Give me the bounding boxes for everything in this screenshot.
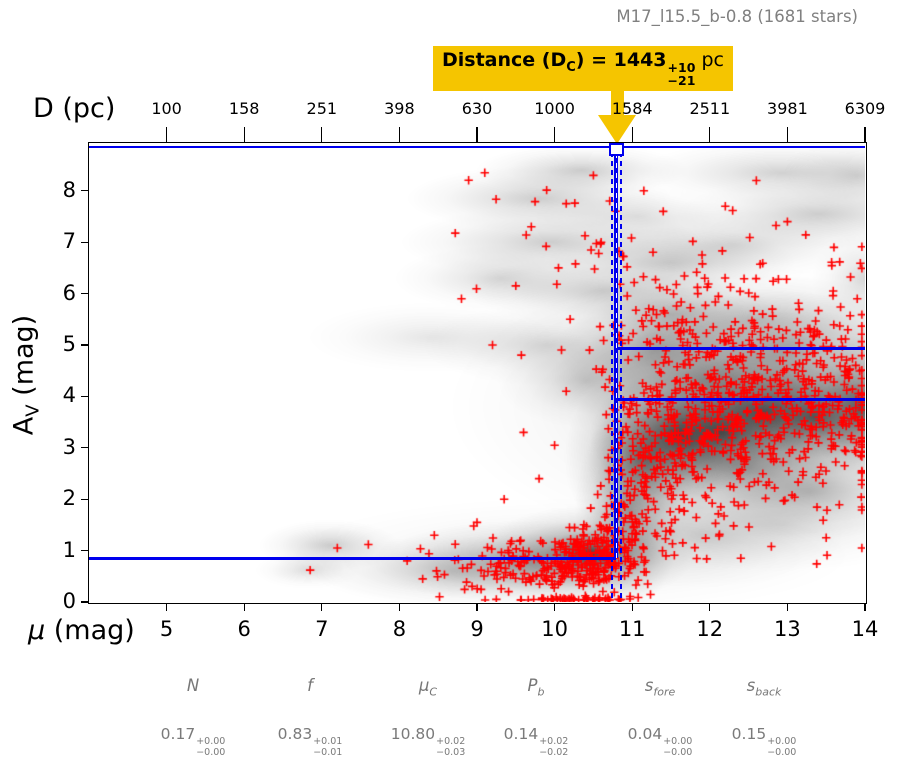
density-scatter-canvas xyxy=(89,143,865,602)
param-column: μC 10.80 +0.02 −0.03 xyxy=(391,676,466,759)
top-axis-tick xyxy=(476,127,478,143)
bottom-axis-tick xyxy=(709,603,711,611)
param-value: 0.14 +0.02 −0.02 xyxy=(503,725,569,758)
bottom-axis-tick-label: 5 xyxy=(159,617,174,641)
param-value: 0.15 +0.00 −0.00 xyxy=(731,725,797,758)
bottom-axis-tick-label: 11 xyxy=(618,617,646,641)
top-axis-tick-label: 2511 xyxy=(689,99,731,118)
left-axis-tick xyxy=(81,292,89,295)
top-axis-tick xyxy=(398,127,401,143)
distance-vline-cap-dash xyxy=(615,145,618,154)
left-axis-tick-label: 0 xyxy=(62,589,76,613)
bottom-axis-tick-label: 6 xyxy=(237,617,251,641)
left-axis-tick-label: 5 xyxy=(62,332,76,356)
left-axis-tick xyxy=(81,447,89,449)
top-axis-tick xyxy=(553,127,556,143)
bottom-axis-tick-label: 12 xyxy=(696,617,724,641)
annotation-errors: +10 −21 xyxy=(667,59,696,88)
top-axis-tick-label: 3981 xyxy=(767,99,808,118)
annotation-arrow-head-icon xyxy=(598,115,636,144)
mu-axis-title: μ (mag) xyxy=(28,615,135,646)
bottom-axis-tick-label: 13 xyxy=(774,617,801,641)
top-axis-tick xyxy=(631,127,633,143)
param-value: 0.17 +0.00 −0.00 xyxy=(160,725,226,758)
bottom-axis-tick xyxy=(243,603,245,611)
left-axis-tick xyxy=(81,395,89,398)
param-label: sfore xyxy=(644,676,676,699)
bottom-axis-tick-label: 9 xyxy=(470,617,484,641)
left-axis-tick-label: 3 xyxy=(62,434,76,459)
left-axis-tick xyxy=(81,498,89,500)
top-axis-tick-label: 1584 xyxy=(611,99,653,118)
background-extinction-line-upper xyxy=(616,347,865,350)
distance-vline-white-dash xyxy=(615,143,618,559)
left-axis-tick-label: 8 xyxy=(62,177,76,202)
distance-annotation-box: Distance (DC) = 1443 +10 −21 pc xyxy=(433,46,733,91)
bottom-axis-tick xyxy=(864,603,866,611)
distance-vline-dashed-left xyxy=(611,143,614,602)
param-label: Pb xyxy=(527,676,545,699)
left-axis-tick xyxy=(81,344,89,346)
left-axis-tick xyxy=(81,601,89,603)
bottom-axis-tick xyxy=(398,603,401,611)
d-axis-title: D (pc) xyxy=(33,93,116,124)
left-axis-tick-label: 2 xyxy=(62,486,76,511)
param-label: sback xyxy=(746,676,782,699)
top-axis-tick xyxy=(864,127,866,143)
param-label: N xyxy=(186,676,200,695)
top-axis-tick xyxy=(243,127,245,143)
bottom-axis-tick-label: 7 xyxy=(315,617,329,641)
top-axis-tick-label: 100 xyxy=(151,99,182,118)
top-axis-tick xyxy=(709,127,711,143)
left-axis-tick xyxy=(81,190,89,192)
plot-area xyxy=(88,142,867,604)
left-axis-tick xyxy=(81,241,89,243)
bottom-axis-tick xyxy=(321,603,323,611)
figure-title: M17_l15.5_b-0.8 (1681 stars) xyxy=(616,7,858,26)
left-axis-tick-label: 6 xyxy=(62,280,76,305)
annotation-unit: pc xyxy=(695,49,724,71)
annotation-value: 1443 xyxy=(613,49,667,71)
param-value: 10.80 +0.02 −0.03 xyxy=(390,725,466,758)
param-label: μC xyxy=(418,676,438,699)
top-axis-tick xyxy=(165,127,168,143)
annotation-arrow-stem xyxy=(611,78,624,117)
top-axis-tick-label: 398 xyxy=(384,99,415,118)
left-axis-tick xyxy=(81,549,89,552)
foreground-extinction-line xyxy=(89,557,617,560)
bottom-axis-tick xyxy=(165,603,168,611)
top-axis-tick xyxy=(321,127,323,143)
param-column: sback 0.15 +0.00 −0.00 xyxy=(732,676,797,759)
left-axis-tick-label: 1 xyxy=(62,537,76,562)
top-axis-tick-label: 6309 xyxy=(844,99,886,118)
param-column: f 0.83 +0.01 −0.01 xyxy=(278,676,343,759)
annotation-equals: ) = xyxy=(575,49,614,71)
distance-vline-dashed-right xyxy=(619,143,622,602)
bottom-axis-tick-label: 10 xyxy=(541,617,568,641)
bottom-axis-tick xyxy=(631,603,633,611)
top-axis-tick-label: 630 xyxy=(461,99,493,118)
param-value: 0.83 +0.01 −0.01 xyxy=(277,725,343,758)
bottom-axis-tick xyxy=(476,603,478,611)
background-extinction-line-lower xyxy=(616,398,865,401)
top-axis-tick-label: 158 xyxy=(228,99,260,118)
annotation-prefix: Distance (D xyxy=(442,49,567,71)
left-axis-tick-label: 4 xyxy=(62,383,76,408)
param-column: N 0.17 +0.00 −0.00 xyxy=(161,676,226,759)
bottom-axis-tick xyxy=(553,603,556,611)
top-extinction-line xyxy=(89,145,865,148)
param-label: f xyxy=(307,676,313,695)
param-value: 0.04 +0.00 −0.00 xyxy=(627,725,693,758)
bottom-axis-tick-label: 14 xyxy=(851,617,879,641)
top-axis-tick-label: 1000 xyxy=(534,99,575,118)
bottom-axis-tick-label: 8 xyxy=(392,617,407,641)
top-axis-tick xyxy=(786,127,789,143)
bottom-axis-tick xyxy=(786,603,789,611)
annotation-prefix-sub: C xyxy=(566,59,576,75)
param-column: sfore 0.04 +0.00 −0.00 xyxy=(628,676,693,759)
left-axis-tick-label: 7 xyxy=(62,229,76,254)
top-axis-tick-label: 251 xyxy=(306,99,338,118)
param-column: Pb 0.14 +0.02 −0.02 xyxy=(504,676,569,759)
